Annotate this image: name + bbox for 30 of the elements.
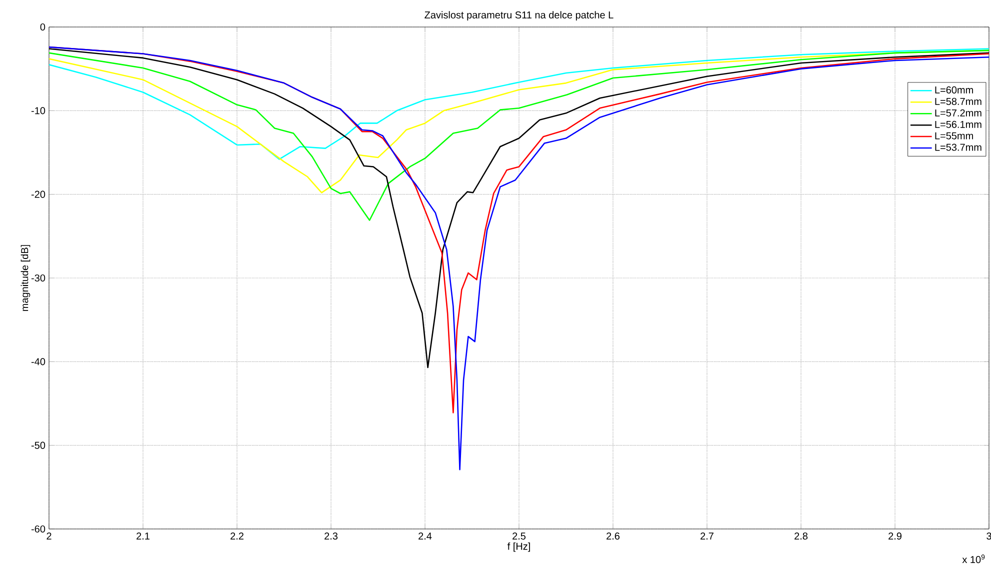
y-tick-label: -40 xyxy=(31,358,46,366)
legend-label: L=56.1mm xyxy=(935,120,982,128)
x-tick-label: 3 xyxy=(986,532,991,540)
legend-label: L=60mm xyxy=(935,86,973,94)
x-tick-label: 2.9 xyxy=(888,532,902,540)
chart-title: Zavislost parametru S11 na delce patche L xyxy=(424,11,614,20)
x-tick-label: 2 xyxy=(46,532,52,540)
x-tick-label: 2.7 xyxy=(700,532,714,540)
y-tick-label: 0 xyxy=(40,23,46,31)
line-series xyxy=(49,50,989,221)
y-tick-label: -50 xyxy=(31,442,46,449)
x-tick-label: 2.4 xyxy=(418,532,432,540)
x-tick-label: 2.1 xyxy=(136,532,150,540)
y-tick-label: -60 xyxy=(31,525,46,533)
x-tick-label: 2.6 xyxy=(606,532,620,540)
x-tick-label: 2.8 xyxy=(794,532,808,540)
x-axis-title: f [Hz] xyxy=(507,542,530,552)
y-tick-label: -30 xyxy=(31,274,46,282)
x-tick-label: 2.5 xyxy=(512,532,526,540)
legend-label: L=57.2mm xyxy=(935,109,982,116)
y-tick-label: -20 xyxy=(31,190,46,198)
text: x 10$^{9}$ xyxy=(962,554,985,564)
y-axis-title: magnitude [dB] xyxy=(20,245,30,311)
y-tick-label: -10 xyxy=(31,107,46,114)
x-tick-label: 2.3 xyxy=(324,532,338,540)
legend-label: L=55mm xyxy=(935,132,973,140)
x-tick-label: 2.2 xyxy=(230,532,244,540)
legend-label: L=53.7mm xyxy=(935,144,982,151)
legend-label: L=58.7mm xyxy=(935,98,982,105)
line-series xyxy=(49,48,989,160)
